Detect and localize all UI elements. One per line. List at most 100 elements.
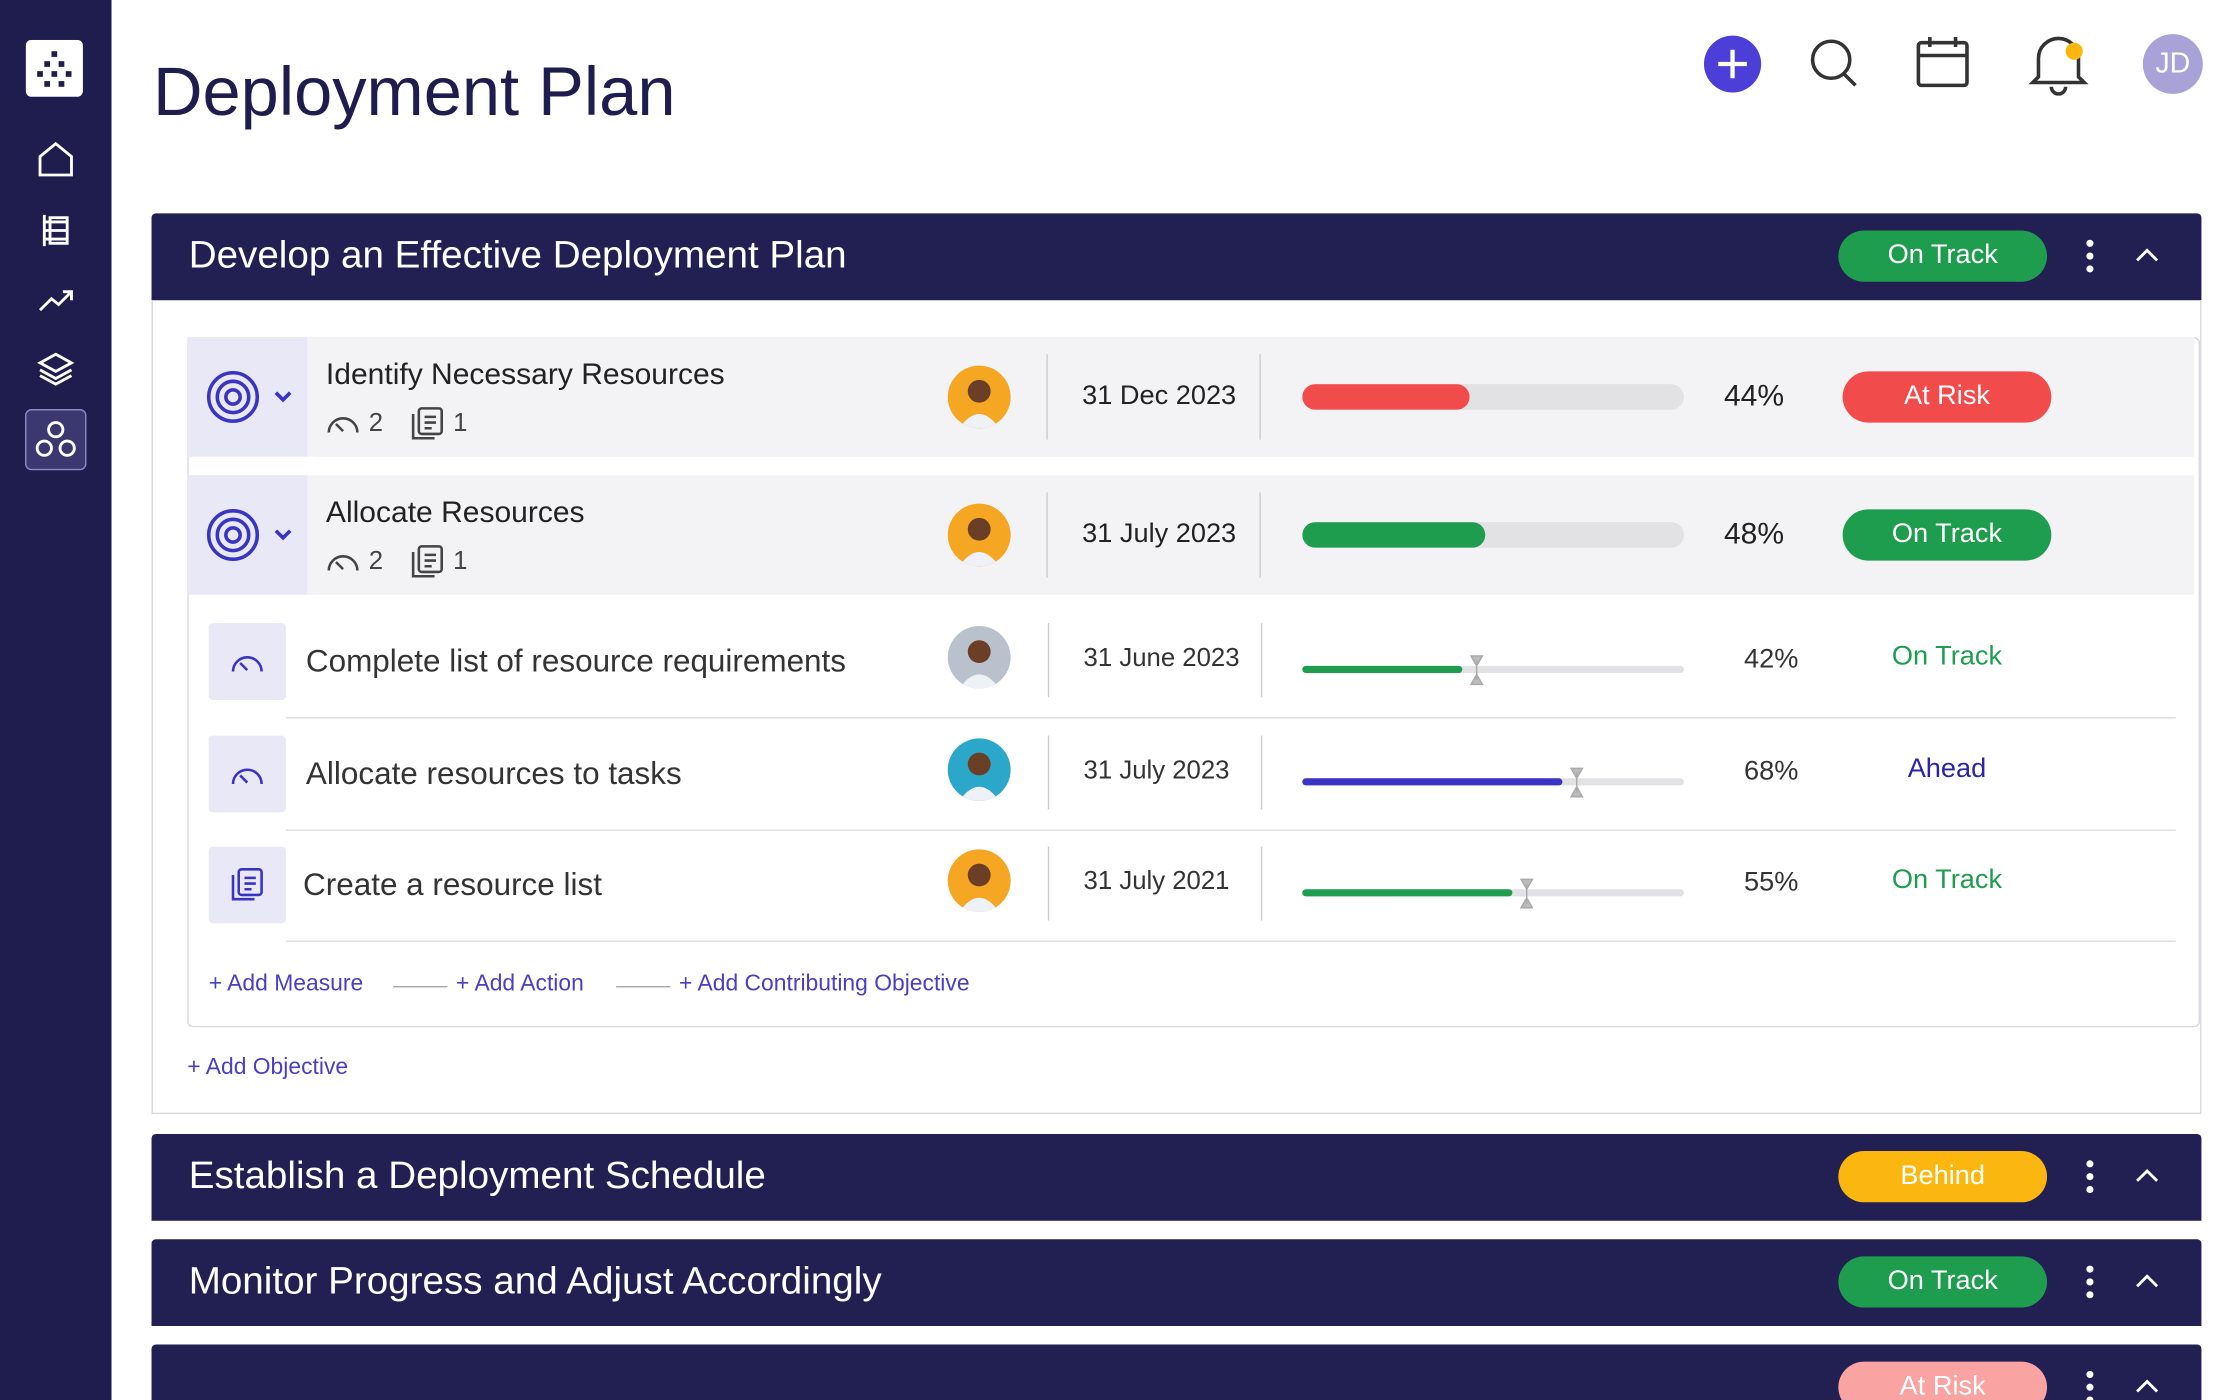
menu-button[interactable]: [2076, 1160, 2105, 1201]
due-date: 31 June 2023: [1083, 643, 1240, 672]
bell-icon[interactable]: [2028, 36, 2089, 96]
due-date: 31 Dec 2023: [1082, 381, 1237, 412]
home-icon[interactable]: [36, 139, 76, 179]
measure-icon: [324, 546, 361, 582]
objective-icon[interactable]: [187, 337, 308, 457]
progress-track: [1302, 655, 1684, 686]
progress-label: 42%: [1743, 644, 1799, 675]
progress-fill: [1302, 384, 1471, 410]
objectives-icon[interactable]: [24, 408, 87, 471]
divider: [1046, 492, 1048, 578]
link-connector: [616, 986, 671, 988]
divider: [1259, 492, 1261, 578]
divider: [1046, 354, 1048, 440]
avatar: [947, 737, 1011, 801]
logo[interactable]: [25, 39, 86, 100]
due-date: 31 July 2023: [1082, 519, 1237, 550]
action-icon: [409, 544, 446, 585]
action-count: 1: [453, 408, 468, 437]
status-text: Ahead: [1907, 753, 1987, 784]
section-status: On Track: [1838, 230, 2048, 282]
divider: [1259, 354, 1261, 440]
collapse-button[interactable]: [2133, 245, 2162, 272]
divider: [1260, 623, 1263, 698]
status-text: On Track: [1891, 641, 2003, 672]
section-body: [151, 300, 2202, 1115]
progress-track: [1302, 522, 1684, 548]
objective-title: Identify Necessary Resources: [325, 358, 725, 392]
divider: [1047, 846, 1050, 921]
progress-fill: [1302, 777, 1562, 785]
item-icon[interactable]: [208, 846, 286, 924]
calendar-icon[interactable]: [1916, 36, 1969, 88]
progress-fill: [1302, 665, 1463, 673]
link-connector: [393, 986, 448, 988]
trend-icon[interactable]: [36, 280, 76, 320]
divider: [1260, 734, 1263, 809]
search-icon[interactable]: [1810, 39, 1857, 87]
avatar: [947, 503, 1011, 567]
progress-label: 44%: [1723, 379, 1785, 413]
item-title: Complete list of resource requirements: [305, 643, 847, 679]
menu-button[interactable]: [2076, 1265, 2105, 1306]
toolbar: [1703, 35, 2089, 96]
progress-label: 55%: [1743, 867, 1799, 898]
action-icon: [409, 405, 446, 446]
add-objective[interactable]: + Add Objective: [187, 1055, 349, 1080]
collapse-button[interactable]: [2133, 1271, 2162, 1298]
objective-title: Allocate Resources: [325, 496, 585, 530]
progress-fill: [1302, 522, 1486, 548]
menu-button[interactable]: [2076, 1370, 2105, 1400]
target-marker: [1569, 766, 1584, 804]
objective-icon[interactable]: [187, 475, 308, 595]
progress-label: 68%: [1743, 756, 1799, 787]
collapse-button[interactable]: [2133, 1376, 2162, 1400]
measure-count: 2: [368, 408, 384, 437]
user-avatar[interactable]: JD: [2142, 34, 2203, 94]
action-count: 1: [453, 546, 468, 575]
due-date: 31 July 2021: [1083, 866, 1230, 895]
progress-fill: [1302, 889, 1513, 897]
measure-icon: [324, 408, 361, 444]
sidebar: [0, 0, 112, 1400]
add-link[interactable]: + Add Measure: [208, 971, 364, 996]
list-icon[interactable]: [36, 211, 76, 251]
row-separator: [285, 828, 2176, 831]
collapse-button[interactable]: [2133, 1165, 2162, 1192]
avatar: [947, 626, 1011, 689]
row-separator: [285, 717, 2176, 719]
due-date: 31 July 2023: [1083, 754, 1230, 784]
avatar: [947, 849, 1011, 913]
add-link[interactable]: + Add Contributing Objective: [679, 971, 970, 996]
add-link[interactable]: + Add Action: [456, 971, 584, 996]
row-separator: [285, 940, 2176, 942]
section-title: Monitor Progress and Adjust Accordingly: [188, 1259, 882, 1302]
progress-label: 48%: [1723, 517, 1785, 551]
status-badge: On Track: [1842, 509, 2052, 561]
item-title: Allocate resources to tasks: [305, 754, 682, 791]
layers-icon[interactable]: [36, 349, 76, 389]
item-icon[interactable]: [208, 623, 286, 701]
progress-track: [1302, 384, 1684, 410]
item-title: Create a resource list: [303, 866, 602, 903]
divider: [1047, 734, 1050, 809]
target-marker: [1519, 878, 1534, 916]
measure-count: 2: [368, 546, 384, 575]
divider: [1260, 846, 1263, 921]
section-status: At Risk: [1838, 1361, 2048, 1400]
status-badge: At Risk: [1842, 371, 2052, 423]
target-marker: [1469, 654, 1484, 692]
avatar: [947, 365, 1011, 429]
section-title: Develop an Effective Deployment Plan: [188, 233, 847, 277]
section-status: Behind: [1838, 1151, 2048, 1203]
section-title: Establish a Deployment Schedule: [188, 1153, 766, 1197]
progress-track: [1302, 878, 1684, 909]
menu-button[interactable]: [2076, 239, 2105, 280]
divider: [1047, 623, 1050, 698]
page-title: Deployment Plan: [152, 55, 676, 131]
section-status: On Track: [1838, 1256, 2048, 1308]
item-icon[interactable]: [208, 734, 286, 812]
progress-track: [1302, 766, 1684, 797]
